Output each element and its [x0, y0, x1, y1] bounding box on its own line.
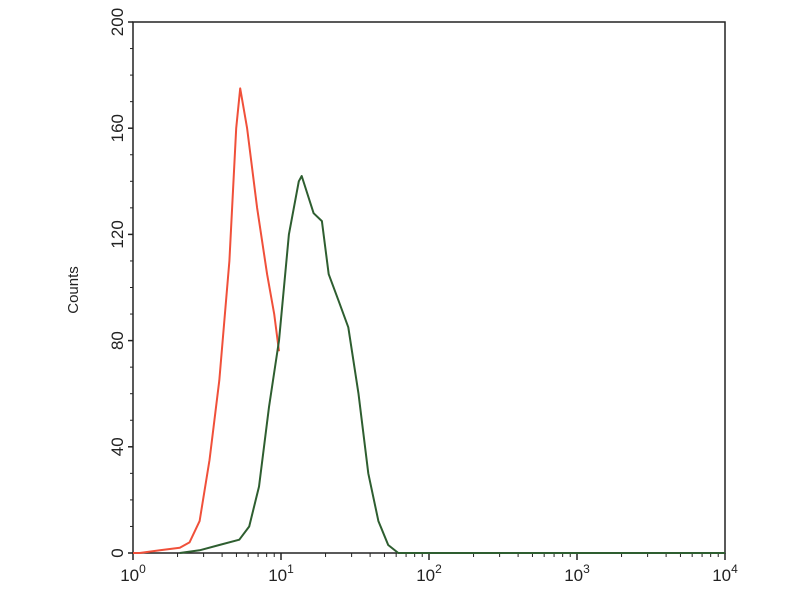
plot-frame [132, 21, 726, 554]
series-line-0 [133, 87, 280, 554]
x-tick-label: 101 [268, 562, 294, 585]
y-tick-label: 40 [108, 437, 127, 456]
series-line-1 [179, 175, 725, 554]
y-tick-label: 120 [108, 220, 127, 248]
y-tick-label: 0 [108, 548, 127, 557]
x-tick-label: 102 [416, 562, 442, 585]
y-axis-label: Counts [65, 266, 82, 314]
y-tick-label: 200 [108, 8, 127, 36]
x-tick-label: 103 [564, 562, 590, 585]
x-tick-label: 104 [712, 562, 738, 585]
x-tick-label: 100 [120, 562, 146, 585]
y-tick-label: 160 [108, 114, 127, 142]
y-tick-label: 80 [108, 331, 127, 350]
